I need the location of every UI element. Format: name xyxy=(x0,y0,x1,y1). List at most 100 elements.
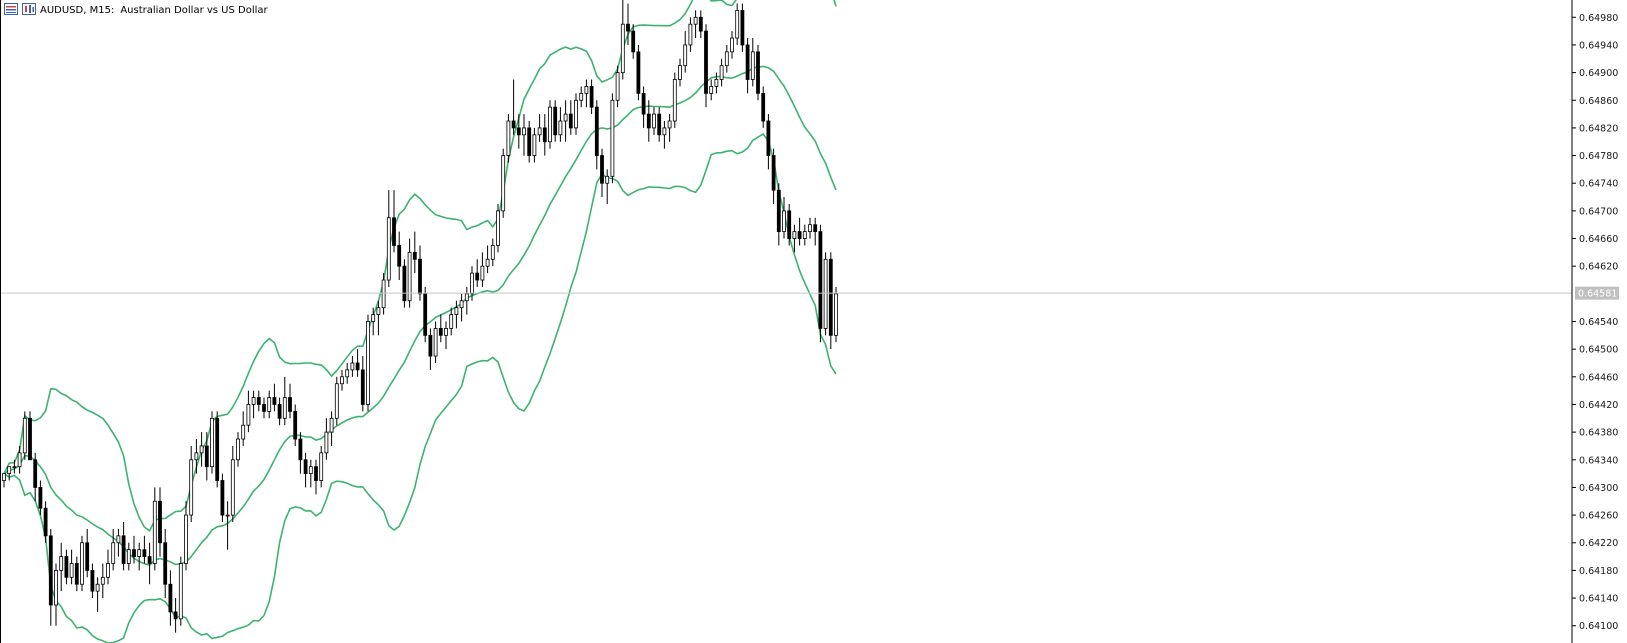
candle-body-bull xyxy=(225,514,230,517)
candle xyxy=(402,259,407,308)
candle xyxy=(532,127,537,163)
candle xyxy=(501,148,506,218)
candle xyxy=(371,307,376,336)
candle xyxy=(652,107,656,135)
candle xyxy=(319,445,324,488)
candle-body-bull xyxy=(782,210,786,233)
candle-body-bull xyxy=(454,307,459,315)
candle-body-bear xyxy=(28,417,32,461)
candle xyxy=(28,411,32,461)
candle xyxy=(750,38,755,87)
candle-body-bull xyxy=(350,362,355,371)
candle-body-bull xyxy=(662,127,667,136)
candle xyxy=(142,535,147,564)
candle-body-bear xyxy=(813,224,818,233)
candle xyxy=(678,58,682,87)
candle xyxy=(329,411,334,446)
candle xyxy=(516,114,521,149)
chart-window-icon[interactable] xyxy=(4,2,18,18)
candle-body-bull xyxy=(724,51,729,67)
candle xyxy=(340,369,344,391)
candle xyxy=(719,58,724,87)
candle-body-bull xyxy=(324,431,329,454)
candle xyxy=(126,542,131,571)
candle-body-bear xyxy=(756,51,760,94)
price-axis-label: 0.64740 xyxy=(1579,179,1618,190)
candle-body-bear xyxy=(542,127,547,143)
candle-body-bear xyxy=(761,92,766,122)
candle xyxy=(428,328,433,370)
candle-body-bear xyxy=(418,258,422,295)
candle xyxy=(22,411,27,460)
candle xyxy=(48,528,53,626)
candle-body-bull xyxy=(433,328,438,357)
candle xyxy=(496,203,500,253)
candle xyxy=(80,535,84,592)
candle-body-bull xyxy=(714,79,719,87)
price-axis-label: 0.64260 xyxy=(1579,511,1618,522)
candle xyxy=(158,487,162,557)
candle-body-bear xyxy=(262,404,266,412)
candle xyxy=(199,432,204,467)
candle-body-bull xyxy=(802,231,807,239)
candle xyxy=(64,549,69,585)
candle-body-bull xyxy=(605,175,610,184)
candle xyxy=(7,466,12,481)
candle-body-bear xyxy=(402,265,407,302)
candle-body-bull xyxy=(485,258,490,267)
candle xyxy=(69,549,74,585)
candle xyxy=(782,197,786,239)
candle xyxy=(298,432,303,474)
price-axis-label: 0.64100 xyxy=(1579,621,1618,632)
bars-chart-icon[interactable] xyxy=(22,2,36,18)
candle-body-bear xyxy=(412,251,417,260)
symbol-description: Australian Dollar vs US Dollar xyxy=(120,4,268,16)
candle-body-bull xyxy=(371,314,376,322)
candle-body-bear xyxy=(272,397,277,405)
candle xyxy=(314,459,318,495)
candle-body-bear xyxy=(657,113,662,136)
candle xyxy=(464,286,469,315)
candle xyxy=(724,44,729,73)
candle xyxy=(511,79,516,135)
price-axis-label: 0.64300 xyxy=(1579,483,1618,494)
candle-body-bull xyxy=(100,576,105,585)
candle-body-bull xyxy=(345,369,350,378)
candle-body-bear xyxy=(740,9,745,46)
candle xyxy=(251,390,256,419)
candle-body-bear xyxy=(568,113,573,129)
candle-body-bear xyxy=(293,410,298,440)
candle-body-bear xyxy=(397,245,402,267)
candle xyxy=(594,100,599,170)
candle-body-bull xyxy=(251,397,256,405)
candle xyxy=(714,72,719,94)
candle-body-bear xyxy=(43,507,48,537)
candle-body-bear xyxy=(797,231,802,239)
candle xyxy=(210,411,214,474)
candle xyxy=(646,100,651,142)
candle-body-bull xyxy=(506,120,511,156)
candle xyxy=(433,321,438,363)
candle-body-bull xyxy=(334,383,339,419)
candle-body-bull xyxy=(678,65,682,80)
candle xyxy=(355,349,360,377)
candle-body-bull xyxy=(7,466,12,475)
candle-body-bear xyxy=(121,535,126,564)
candle-body-bear xyxy=(288,397,292,412)
candle xyxy=(147,542,152,585)
candle xyxy=(490,238,495,267)
candle-body-bull xyxy=(584,86,589,94)
price-axis-label: 0.64500 xyxy=(1579,345,1618,356)
current-price-tag-bg xyxy=(1575,286,1619,300)
candle xyxy=(802,224,807,246)
candle xyxy=(17,445,22,474)
candle-body-bull xyxy=(111,542,116,564)
candle-body-bull xyxy=(69,563,74,578)
price-axis-label: 0.64220 xyxy=(1579,538,1618,549)
candle xyxy=(272,383,277,412)
price-axis-label: 0.64340 xyxy=(1579,455,1618,466)
candle-body-bear xyxy=(553,106,558,136)
candle xyxy=(178,556,183,626)
candle xyxy=(204,432,209,481)
